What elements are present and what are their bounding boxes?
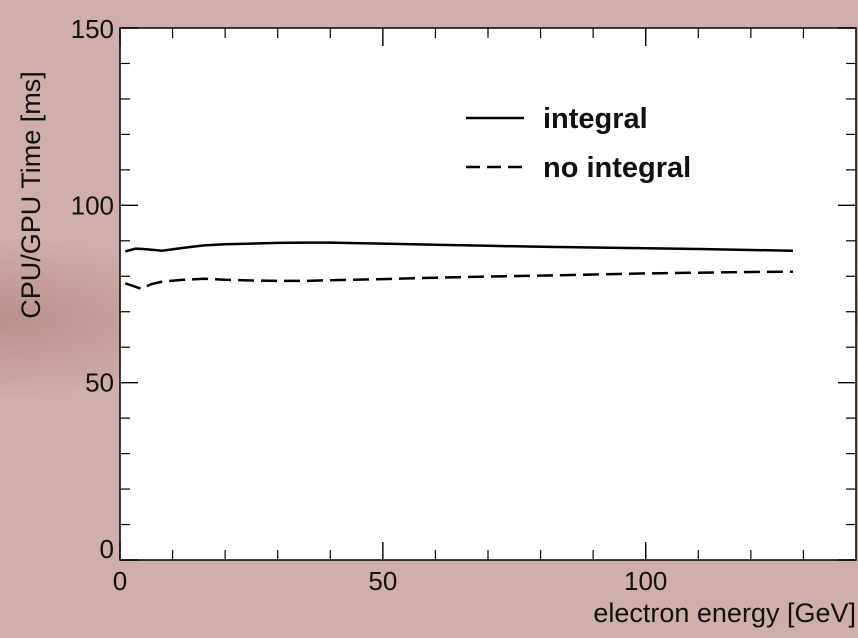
legend-label-no-integral: no integral [543,152,691,184]
y-tick-label: 150 [71,14,114,44]
minor-ticks [120,28,856,560]
x-tick-label: 50 [368,566,397,596]
series-layer [124,241,793,290]
x-tick-label: 0 [113,566,127,596]
y-tick-label: 50 [85,368,114,398]
x-tick-labels: 0 50 100 [113,566,668,596]
series-line-integral [124,241,793,253]
y-tick-label: 100 [71,190,114,220]
x-axis-title: electron energy [GeV] [593,598,856,628]
legend-label-integral: integral [543,103,648,135]
legend: integral no integral [466,103,691,184]
series-line-no-integral [124,270,793,290]
y-axis-title: CPU/GPU Time [ms] [16,71,46,319]
plot-frame [119,27,857,561]
y-tick-labels: 0 50 100 150 [71,14,114,564]
plot-background [120,28,856,560]
y-tick-label: 0 [100,534,114,564]
x-tick-label: 100 [624,566,667,596]
